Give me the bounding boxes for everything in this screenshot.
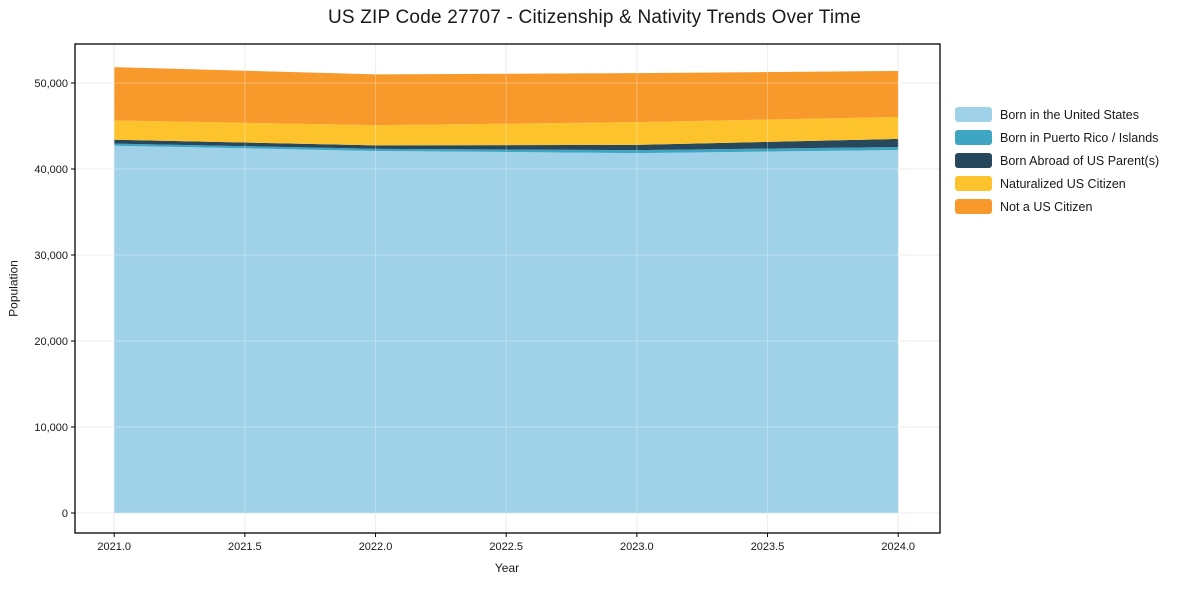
legend-label: Naturalized US Citizen bbox=[1000, 176, 1126, 191]
y-tick-label: 30,000 bbox=[34, 250, 68, 262]
x-tick-label: 2024.0 bbox=[881, 541, 915, 553]
x-tick-label: 2023.0 bbox=[620, 541, 654, 553]
area-naturalized-us-citizen bbox=[114, 116, 899, 146]
legend-swatch bbox=[955, 107, 992, 122]
area-not-a-us-citizen bbox=[114, 67, 899, 126]
x-tick-label: 2022.5 bbox=[489, 541, 523, 553]
legend-item: Not a US Citizen bbox=[955, 195, 1159, 218]
legend-swatch bbox=[955, 199, 992, 214]
area-born-abroad-of-us-parent-s bbox=[114, 138, 899, 151]
x-tick-label: 2021.5 bbox=[228, 541, 262, 553]
x-tick-label: 2023.5 bbox=[751, 541, 785, 553]
legend-label: Born Abroad of US Parent(s) bbox=[1000, 153, 1160, 168]
legend-swatch bbox=[955, 130, 992, 145]
y-axis-label: Population bbox=[6, 260, 21, 317]
legend-item: Born in Puerto Rico / Islands bbox=[955, 126, 1159, 149]
legend: Born in the United States Born in Puerto … bbox=[955, 103, 1159, 218]
legend-label: Born in the United States bbox=[1000, 107, 1139, 122]
legend-item: Born Abroad of US Parent(s) bbox=[955, 149, 1159, 172]
legend-item: Born in the United States bbox=[955, 103, 1159, 126]
legend-swatch bbox=[955, 176, 992, 191]
plot-frame bbox=[74, 43, 941, 534]
legend-swatch bbox=[955, 153, 992, 168]
legend-item: Naturalized US Citizen bbox=[955, 172, 1159, 195]
y-tick-label: 20,000 bbox=[34, 336, 68, 348]
y-tick-label: 50,000 bbox=[34, 78, 68, 90]
area-born-in-puerto-rico-islands bbox=[114, 143, 899, 154]
chart-title: US ZIP Code 27707 - Citizenship & Nativi… bbox=[327, 7, 862, 28]
y-tick-label: 10,000 bbox=[34, 422, 68, 434]
legend-label: Born in Puerto Rico / Islands bbox=[1000, 130, 1159, 145]
x-axis-label: Year bbox=[494, 561, 520, 575]
legend-label: Not a US Citizen bbox=[1000, 199, 1093, 214]
y-tick-label: 0 bbox=[62, 508, 68, 520]
x-tick-label: 2021.0 bbox=[97, 541, 131, 553]
x-tick-label: 2022.0 bbox=[359, 541, 393, 553]
y-tick-label: 40,000 bbox=[34, 164, 68, 176]
area-born-in-the-united-states bbox=[114, 145, 899, 513]
